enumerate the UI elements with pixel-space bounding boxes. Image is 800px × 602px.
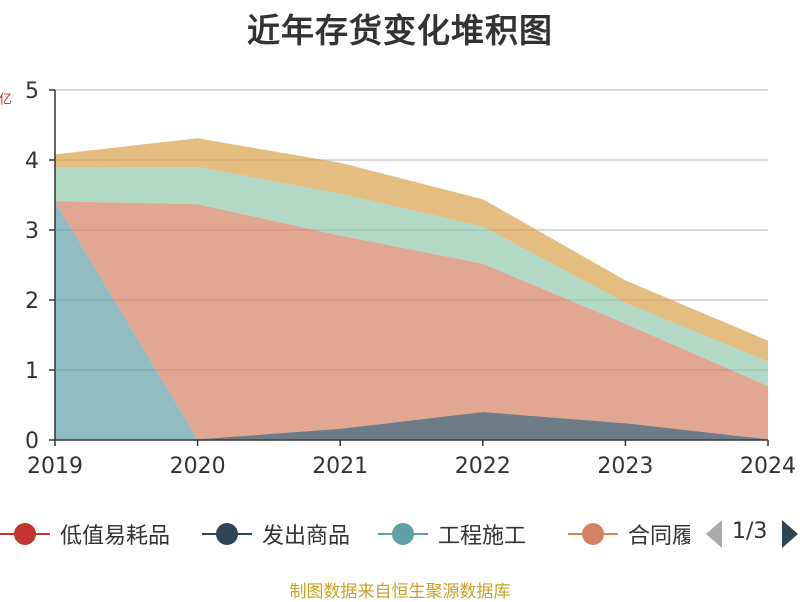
y-axis-label: 亿: [0, 92, 11, 105]
y-tick-label: 5: [25, 79, 39, 104]
area-series-4: [55, 201, 768, 440]
chart-title: 近年存货变化堆积图: [247, 11, 553, 50]
legend-marker-icon: [378, 523, 428, 545]
next-page-icon[interactable]: [778, 512, 800, 556]
legend-items: 低值易耗品 发出商品 工程施工 合同履: [0, 512, 690, 556]
x-tick-label: 2022: [455, 454, 511, 479]
y-tick-label: 2: [25, 289, 39, 314]
legend-pager: 1/3: [700, 512, 800, 556]
legend-marker-icon: [0, 523, 50, 545]
y-tick-label: 0: [25, 429, 39, 454]
area-series-2: [55, 412, 768, 440]
legend: 低值易耗品 发出商品 工程施工 合同履 1/3: [0, 512, 800, 556]
legend-label: 工程施工: [438, 524, 527, 549]
data-source-note: 制图数据来自恒生聚源数据库: [289, 582, 511, 602]
axes: [54, 90, 769, 446]
prev-page-icon[interactable]: [702, 512, 726, 556]
legend-item[interactable]: 合同履: [568, 512, 690, 556]
legend-label: 合同履: [628, 524, 690, 549]
legend-item[interactable]: 工程施工: [378, 512, 526, 556]
x-tick-label: 2020: [170, 454, 226, 479]
legend-label: 低值易耗品: [60, 524, 171, 549]
x-tick-label: 2024: [740, 454, 796, 479]
y-tick-label: 4: [25, 149, 39, 174]
area-series-3: [55, 201, 768, 440]
legend-page-indicator: 1/3: [732, 519, 768, 544]
legend-item[interactable]: 发出商品: [202, 512, 350, 556]
legend-marker-icon: [202, 523, 252, 545]
y-tick-label: 3: [25, 219, 39, 244]
legend-marker-icon: [568, 523, 618, 545]
x-tick-label: 2021: [312, 454, 368, 479]
y-tick-label: 1: [25, 359, 39, 384]
area-series-5: [55, 167, 768, 387]
legend-label: 发出商品: [262, 524, 351, 549]
x-tick-label: 2019: [27, 454, 83, 479]
tick-labels: 0 1 2 3 4 5 2019 2020 2021 2022 2023 2024: [25, 79, 796, 479]
x-tick-label: 2023: [597, 454, 653, 479]
legend-item[interactable]: 低值易耗品: [0, 512, 170, 556]
area-series-6: [55, 138, 768, 362]
area-series: [55, 138, 768, 440]
